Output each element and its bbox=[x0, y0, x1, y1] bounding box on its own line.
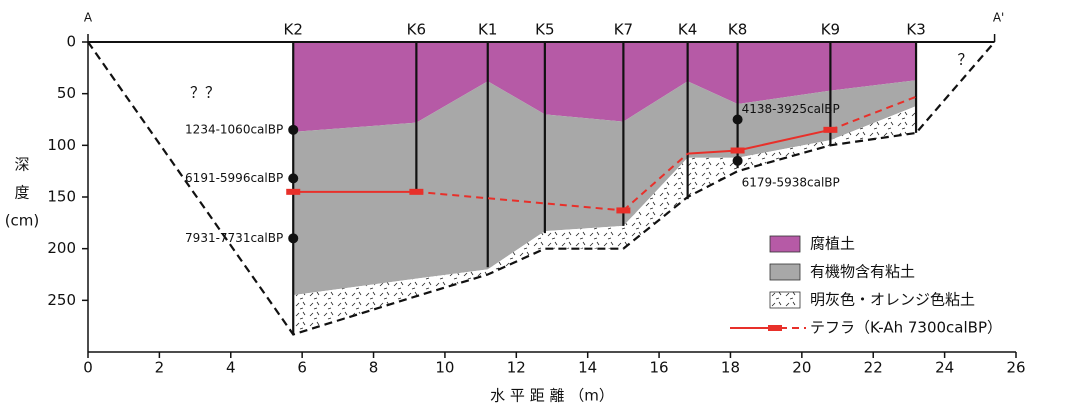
date-point bbox=[732, 114, 743, 125]
tephra-marker bbox=[823, 126, 838, 133]
borehole-label: K3 bbox=[906, 21, 925, 39]
y-axis-label: (cm) bbox=[5, 212, 40, 230]
layer-area bbox=[293, 80, 917, 296]
tephra-line bbox=[416, 190, 624, 212]
legend-tephra-marker bbox=[768, 325, 782, 331]
legend-swatch bbox=[769, 291, 801, 309]
tephra-marker bbox=[616, 207, 631, 214]
section-end-label: A' bbox=[993, 11, 1005, 25]
borehole-label: K5 bbox=[535, 21, 554, 39]
annotation: ？ bbox=[957, 51, 972, 69]
x-tick-label: 2 bbox=[155, 359, 165, 377]
layer-area bbox=[293, 42, 917, 132]
date-label: 1234-1060calBP bbox=[185, 122, 283, 136]
x-tick-label: 10 bbox=[435, 359, 454, 377]
date-point bbox=[732, 155, 743, 166]
y-axis-label: 度 bbox=[14, 184, 29, 202]
y-tick-label: 150 bbox=[47, 188, 76, 206]
x-tick-label: 0 bbox=[83, 359, 93, 377]
x-tick-label: 14 bbox=[578, 359, 597, 377]
tephra-marker bbox=[286, 188, 301, 195]
date-point bbox=[288, 173, 299, 184]
y-tick-label: 0 bbox=[66, 33, 76, 51]
x-tick-label: 16 bbox=[650, 359, 669, 377]
legend-label: 明灰色・オレンジ色粘土 bbox=[810, 291, 975, 309]
x-tick-label: 26 bbox=[1006, 359, 1025, 377]
legend-label: 有機物含有粘土 bbox=[810, 263, 915, 281]
x-tick-label: 4 bbox=[226, 359, 236, 377]
borehole-label: K9 bbox=[821, 21, 840, 39]
y-tick-label: 250 bbox=[47, 291, 76, 309]
legend-label: テフラ（K-Ah 7300calBP） bbox=[810, 319, 1002, 337]
borehole-label: K2 bbox=[284, 21, 303, 39]
tephra-line bbox=[622, 152, 689, 212]
legend-label: 腐植土 bbox=[810, 235, 855, 253]
x-tick-label: 24 bbox=[935, 359, 954, 377]
tephra-line bbox=[737, 128, 831, 152]
section-boundary bbox=[87, 41, 996, 336]
date-label: 4138-3925calBP bbox=[742, 102, 840, 116]
x-axis-label: 水 平 距 離 （m） bbox=[490, 387, 614, 405]
legend-swatch bbox=[769, 235, 801, 253]
y-tick-label: 100 bbox=[47, 136, 76, 154]
x-tick-label: 12 bbox=[507, 359, 526, 377]
borehole-label: K4 bbox=[678, 21, 697, 39]
x-tick-label: 18 bbox=[721, 359, 740, 377]
y-tick-label: 50 bbox=[57, 84, 76, 102]
borehole-label: K7 bbox=[614, 21, 633, 39]
borehole-label: K1 bbox=[478, 21, 497, 39]
section-end-label: A bbox=[84, 11, 93, 25]
tephra-line bbox=[687, 149, 738, 155]
x-tick-label: 22 bbox=[864, 359, 883, 377]
date-label: 7931-7731calBP bbox=[185, 231, 283, 245]
x-tick-label: 8 bbox=[369, 359, 379, 377]
tephra-line bbox=[830, 95, 917, 131]
date-point bbox=[288, 233, 299, 244]
date-point bbox=[288, 124, 299, 135]
layer-area bbox=[293, 106, 917, 335]
date-label: 6179-5938calBP bbox=[742, 175, 840, 189]
y-axis-label: 深 bbox=[14, 156, 29, 174]
x-tick-label: 6 bbox=[297, 359, 307, 377]
borehole-label: K8 bbox=[728, 21, 747, 39]
legend-swatch bbox=[769, 263, 801, 281]
tephra-marker bbox=[409, 188, 424, 195]
borehole-label: K6 bbox=[407, 21, 426, 39]
tephra-marker bbox=[730, 147, 745, 154]
x-tick-label: 20 bbox=[792, 359, 811, 377]
y-tick-label: 200 bbox=[47, 239, 76, 257]
date-label: 6191-5996calBP bbox=[185, 171, 283, 185]
annotation: ？？ bbox=[190, 84, 220, 102]
